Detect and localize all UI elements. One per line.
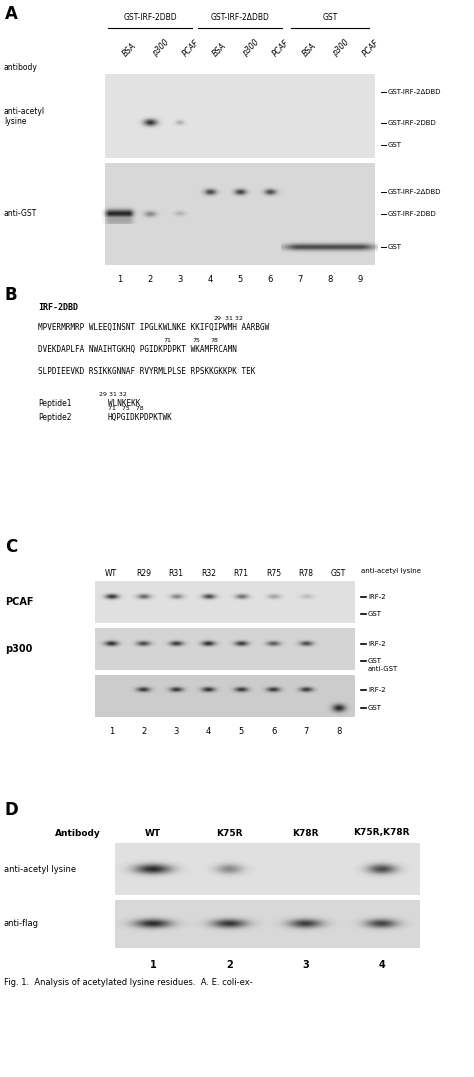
Text: 5: 5 — [238, 727, 244, 736]
Bar — [95, 581, 355, 623]
Text: 78: 78 — [210, 338, 218, 344]
Text: 8: 8 — [336, 727, 341, 736]
Text: anti-acetyl lysine: anti-acetyl lysine — [4, 865, 76, 873]
Text: WT: WT — [105, 569, 117, 577]
Text: anti-GST: anti-GST — [4, 210, 37, 219]
Bar — [115, 843, 420, 895]
Text: 3: 3 — [302, 960, 309, 970]
Text: 2: 2 — [147, 275, 153, 284]
Text: 4: 4 — [206, 727, 211, 736]
Text: GST: GST — [388, 142, 402, 149]
Text: 71   75   78: 71 75 78 — [108, 406, 144, 411]
Text: IRF-2DBD: IRF-2DBD — [38, 303, 78, 311]
Text: GST: GST — [368, 658, 382, 663]
Text: C: C — [5, 538, 17, 556]
Text: R71: R71 — [234, 569, 249, 577]
Text: K75R: K75R — [216, 828, 243, 838]
Text: R32: R32 — [201, 569, 216, 577]
Text: 9: 9 — [357, 275, 363, 284]
Text: 29 31 32: 29 31 32 — [99, 392, 127, 397]
Text: 3: 3 — [173, 727, 179, 736]
Text: p300: p300 — [241, 38, 261, 58]
Text: antibody: antibody — [4, 64, 38, 72]
Text: IRF-2: IRF-2 — [368, 687, 386, 693]
Text: R31: R31 — [169, 569, 184, 577]
Text: IRF-2: IRF-2 — [368, 641, 386, 647]
Text: WLNKEKK: WLNKEKK — [108, 398, 140, 407]
Text: 2: 2 — [141, 727, 146, 736]
Text: anti-acetyl: anti-acetyl — [4, 108, 45, 116]
Bar — [95, 675, 355, 717]
Text: anti-acetyl lysine: anti-acetyl lysine — [361, 568, 421, 574]
Text: PCAF: PCAF — [271, 38, 291, 58]
Text: R78: R78 — [299, 569, 314, 577]
Text: PCAF: PCAF — [361, 38, 381, 58]
Text: Fig. 1.  Analysis of acetylated lysine residues.  A. E. coli-ex-: Fig. 1. Analysis of acetylated lysine re… — [4, 978, 253, 987]
Text: 7: 7 — [297, 275, 303, 284]
Text: anti-flag: anti-flag — [4, 920, 39, 928]
Text: WT: WT — [145, 828, 161, 838]
Text: p300: p300 — [151, 38, 171, 58]
Text: GST: GST — [368, 611, 382, 617]
Text: p300: p300 — [5, 644, 32, 654]
Text: A: A — [5, 5, 18, 23]
Text: 6: 6 — [271, 727, 276, 736]
Bar — [105, 74, 375, 158]
Text: K78R: K78R — [292, 828, 319, 838]
Text: 5: 5 — [237, 275, 243, 284]
Text: lysine: lysine — [4, 117, 27, 126]
Text: K75R,K78R: K75R,K78R — [354, 828, 410, 838]
Text: 6: 6 — [267, 275, 273, 284]
Text: 1: 1 — [109, 727, 114, 736]
Text: MPVERMRMRP WLEEQINSNT IPGLKWLNKE KKIFQIPWMH AARBGW: MPVERMRMRP WLEEQINSNT IPGLKWLNKE KKIFQIP… — [38, 322, 269, 332]
Text: 75: 75 — [192, 338, 200, 344]
Text: GST: GST — [322, 13, 337, 22]
Text: HQPGIDKPDPKTWK: HQPGIDKPDPKTWK — [108, 412, 173, 421]
Text: PCAF: PCAF — [181, 38, 201, 58]
Text: GST: GST — [331, 569, 346, 577]
Bar — [105, 163, 375, 265]
Text: R75: R75 — [266, 569, 281, 577]
Bar — [115, 900, 420, 948]
Text: Antibody: Antibody — [55, 828, 101, 838]
Text: GST-IRF-2DBD: GST-IRF-2DBD — [123, 13, 177, 22]
Text: PCAF: PCAF — [5, 597, 34, 607]
Text: BSA: BSA — [121, 41, 138, 58]
Text: Peptide1: Peptide1 — [38, 398, 72, 407]
Text: GST-IRF-2DBD: GST-IRF-2DBD — [388, 211, 437, 216]
Text: GST-IRF-2DBD: GST-IRF-2DBD — [388, 120, 437, 126]
Text: GST-IRF-2ΔDBD: GST-IRF-2ΔDBD — [210, 13, 269, 22]
Text: R29: R29 — [136, 569, 151, 577]
Text: 4: 4 — [379, 960, 385, 970]
Text: GST: GST — [368, 704, 382, 711]
Text: 31 32: 31 32 — [225, 317, 243, 322]
Text: 1: 1 — [150, 960, 156, 970]
Text: DVEKDAPLFA NWAIHTGKHQ PGIDKPDPKT WKAMFRCAMN: DVEKDAPLFA NWAIHTGKHQ PGIDKPDPKT WKAMFRC… — [38, 345, 237, 353]
Text: 4: 4 — [207, 275, 213, 284]
Text: anti-GST: anti-GST — [368, 666, 398, 672]
Text: 1: 1 — [118, 275, 123, 284]
Text: B: B — [5, 286, 18, 304]
Text: SLPDIEEVKD RSIKKGNNAF RVYRMLPLSE RPSKKGKKPK TEK: SLPDIEEVKD RSIKKGNNAF RVYRMLPLSE RPSKKGK… — [38, 366, 255, 376]
Text: 71: 71 — [163, 338, 171, 344]
Text: GST-IRF-2ΔDBD: GST-IRF-2ΔDBD — [388, 89, 441, 96]
Text: BSA: BSA — [301, 41, 318, 58]
Text: p300: p300 — [331, 38, 351, 58]
Text: GST-IRF-2ΔDBD: GST-IRF-2ΔDBD — [388, 188, 441, 195]
Bar — [95, 628, 355, 670]
Text: GST: GST — [388, 243, 402, 250]
Text: 29: 29 — [214, 317, 222, 322]
Text: 8: 8 — [328, 275, 333, 284]
Text: IRF-2: IRF-2 — [368, 593, 386, 600]
Text: 3: 3 — [177, 275, 182, 284]
Text: D: D — [5, 801, 19, 819]
Text: 7: 7 — [303, 727, 309, 736]
Text: 2: 2 — [226, 960, 233, 970]
Text: Peptide2: Peptide2 — [38, 412, 72, 421]
Text: BSA: BSA — [211, 41, 228, 58]
